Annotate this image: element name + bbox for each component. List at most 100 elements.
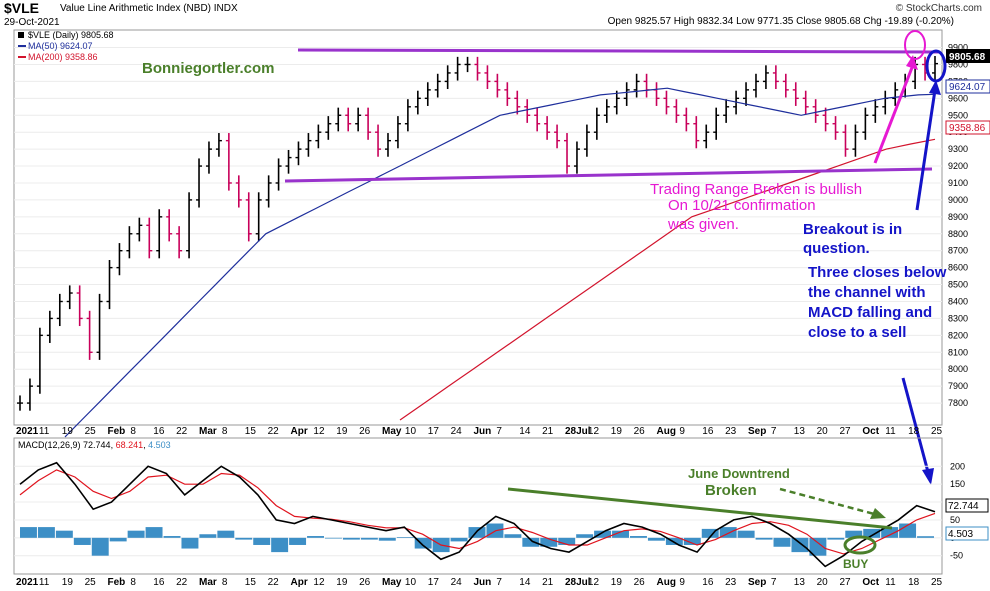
macd-histogram-bar <box>37 527 55 538</box>
price-bar <box>345 107 352 132</box>
x-axis-top-label: 11 <box>39 426 50 437</box>
x-axis-top-label: 26 <box>634 426 646 437</box>
x-axis-top-label: 12 <box>588 426 600 437</box>
x-axis-bottom-label: 11 <box>39 577 50 588</box>
price-bar <box>454 56 461 81</box>
price-last-value: 9805.68 <box>949 52 986 63</box>
annotation-close-sell: close to a sell <box>808 324 906 341</box>
x-axis-top-label: 2021 <box>16 426 39 437</box>
watermark-bonniegortler: Bonniegortler.com <box>142 60 275 77</box>
x-axis-top-label: Jun <box>474 426 492 437</box>
x-axis-top-label: 24 <box>451 426 463 437</box>
price-bar <box>822 107 829 132</box>
price-bar <box>583 124 590 157</box>
x-axis-bottom-label: 24 <box>451 577 463 588</box>
price-tick-label: 9800 <box>948 59 968 69</box>
price-bar <box>305 133 312 157</box>
price-bar <box>136 217 143 242</box>
macd-histogram-bar <box>755 537 773 540</box>
price-bar <box>564 133 571 174</box>
x-axis-bottom-label: 23 <box>725 577 737 588</box>
green-arrow-head <box>870 508 886 519</box>
price-bar <box>703 124 710 149</box>
price-tick-label: 8300 <box>948 313 968 323</box>
ma50-tag <box>945 79 990 94</box>
x-axis-top-label: 13 <box>794 426 806 437</box>
ma200-value: 9358.86 <box>949 123 986 134</box>
blue-arrow-head <box>929 80 941 95</box>
x-axis-top-label: 8 <box>130 426 136 437</box>
price-bar <box>603 99 610 123</box>
price-bar <box>86 310 93 360</box>
price-bar <box>126 226 133 259</box>
price-bar <box>782 73 789 98</box>
price-tick-label: 9600 <box>948 93 968 103</box>
annotation-channel: the channel with <box>808 284 926 301</box>
price-bar <box>365 107 372 140</box>
macd-histogram-bar <box>325 537 342 539</box>
price-panel-frame <box>13 29 943 426</box>
price-bar <box>235 175 242 208</box>
macd-histogram-bar <box>109 537 127 542</box>
annotation-broken: Broken <box>705 482 757 499</box>
price-tick-label: 9300 <box>948 144 968 154</box>
price-bar <box>673 99 680 123</box>
x-axis-top-label: 17 <box>428 426 440 437</box>
macd-tick-label: 50 <box>950 515 960 525</box>
macd-histogram-bar <box>522 537 540 547</box>
ma200-path <box>399 138 936 421</box>
x-axis-top-label: 10 <box>405 426 417 437</box>
macd-histogram-bar <box>845 530 863 538</box>
price-bar <box>36 327 43 394</box>
x-axis-top-label: 21 <box>542 426 554 437</box>
pink-arrow-head <box>906 55 918 70</box>
macd-histogram-bar <box>917 536 934 538</box>
price-bar <box>534 107 541 132</box>
annotation-question: question. <box>803 240 870 257</box>
price-bar <box>315 124 322 149</box>
x-axis-bottom-label: 19 <box>336 577 348 588</box>
macd-histogram-bar <box>863 528 881 538</box>
range-bottom-line <box>284 167 933 183</box>
x-axis-bottom-label: 15 <box>245 577 257 588</box>
price-bar <box>872 99 879 123</box>
price-bar <box>752 73 759 98</box>
price-bar <box>355 107 362 132</box>
x-axis-bottom-label: Jun <box>474 577 492 588</box>
x-axis-bottom-label: 2021 <box>16 577 39 588</box>
x-axis-top-label: 15 <box>245 426 257 437</box>
pink-circle-marker <box>904 30 926 60</box>
x-axis-top-label: 16 <box>153 426 165 437</box>
macd-tick-label: 200 <box>950 461 965 471</box>
macd-histogram-bar <box>719 527 737 538</box>
price-tick-label: 8900 <box>948 212 968 222</box>
price-bar <box>713 107 720 140</box>
ma50-value: 9624.07 <box>949 82 986 93</box>
macd-value: 72.744 <box>948 501 979 512</box>
price-bar <box>424 82 431 106</box>
macd-histogram-bar <box>91 537 109 556</box>
annotation-confirmation: On 10/21 confirmation <box>668 197 816 214</box>
macd-histogram-bar <box>55 530 73 538</box>
price-bar <box>325 116 332 140</box>
x-axis-top-label: 11 <box>885 426 896 437</box>
price-bar <box>156 209 163 259</box>
x-axis-top-label: 19 <box>336 426 348 437</box>
x-axis-bottom-label: 7 <box>771 577 777 588</box>
macd-histogram-bar <box>450 537 468 542</box>
price-bar <box>285 149 292 174</box>
x-axis-bottom-label: 9 <box>679 577 685 588</box>
x-axis-top-label: 19 <box>611 426 623 437</box>
price-bar <box>772 65 779 90</box>
macd-histogram-bar <box>235 537 253 540</box>
price-bar <box>544 116 551 140</box>
buy-circle-marker <box>843 535 877 555</box>
macd-histogram-bar <box>253 537 271 545</box>
x-axis-bottom-label: 21 <box>542 577 554 588</box>
macd-tick-label: 150 <box>950 479 965 489</box>
macd-histogram-bar <box>504 534 522 538</box>
macd-histogram-bar <box>827 537 845 540</box>
x-axis-top-label: 18 <box>908 426 920 437</box>
x-axis-bottom-label: 19 <box>62 577 74 588</box>
